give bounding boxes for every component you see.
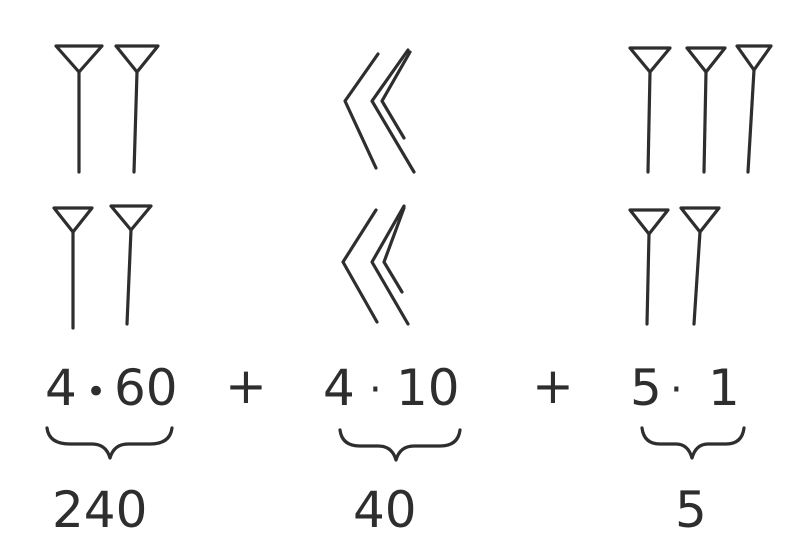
underbrace-term1 (45, 426, 174, 460)
top-left-wedge-group (54, 44, 160, 174)
unit-wedge-icon (628, 46, 672, 174)
term3-factor: 5 (630, 359, 662, 417)
underbrace-term3 (640, 426, 746, 460)
result-term1: 240 (52, 481, 147, 539)
unit-wedge-icon (52, 206, 94, 330)
unit-wedge-icon (679, 206, 721, 326)
unit-wedge-icon (685, 46, 727, 174)
term2-factor: 4 (323, 359, 355, 417)
bottom-left-wedge-group (52, 204, 153, 330)
term1-multiplier: 60 (114, 359, 178, 417)
bottom-middle-chevron-group (341, 204, 410, 326)
term3-multiplier: 1 (708, 359, 740, 417)
term2-multiplier: 10 (396, 359, 460, 417)
result-term2: 40 (353, 481, 417, 539)
term2-dot: · (369, 367, 382, 413)
plus-operator-1: + (225, 357, 267, 415)
unit-wedge-icon (628, 208, 670, 326)
expression-line: 4 • 60 + 4 · 10 + 5 · 1 (45, 357, 740, 417)
top-right-wedge-group (628, 44, 773, 174)
ten-chevron-icon (370, 48, 416, 174)
underbrace-term2 (338, 428, 462, 462)
term3-dot: · (670, 367, 683, 413)
top-middle-chevron-group (343, 48, 416, 174)
unit-wedge-icon (114, 44, 160, 174)
ten-chevron-icon (341, 208, 379, 324)
result-term3: 5 (675, 481, 707, 539)
term1-dot: • (86, 372, 106, 412)
unit-wedge-icon (735, 44, 773, 174)
plus-operator-2: + (532, 357, 574, 415)
unit-wedge-icon (54, 44, 104, 174)
unit-wedge-icon (109, 204, 153, 326)
bottom-right-wedge-group (628, 206, 721, 326)
ten-chevron-icon (343, 52, 380, 170)
ten-chevron-icon (370, 204, 410, 326)
term1-factor: 4 (45, 359, 77, 417)
